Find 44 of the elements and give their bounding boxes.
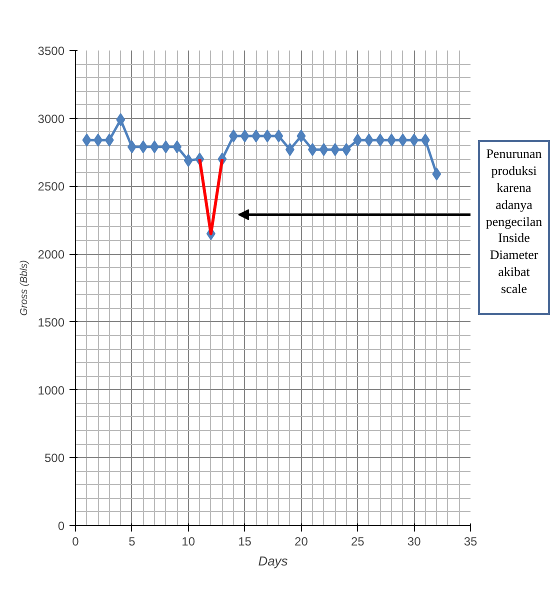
y-tick-label: 3000 [38,112,65,126]
point [138,140,148,154]
x-tick-label: 0 [72,534,80,548]
point [252,130,261,142]
y-tick-label: 3500 [38,44,65,58]
point [116,113,126,126]
y-tick-label: 1500 [38,315,65,330]
point [262,130,272,142]
x-tick-label: 35 [464,534,478,548]
y-tick-label: 2500 [38,180,65,194]
y-tick-label: 2000 [38,248,65,262]
x-tick-label: 10 [182,534,196,548]
point [161,140,170,154]
point [104,134,114,147]
x-tick-label: 25 [350,534,365,548]
point [376,134,385,147]
point [319,143,328,156]
x-tick-label: 20 [294,534,308,548]
point [274,130,284,142]
point [94,134,103,147]
point [330,143,340,156]
point [240,130,250,142]
x-tick-label: 15 [238,534,252,548]
point [296,130,306,142]
point [432,168,442,180]
x-tick-label: 30 [407,534,422,548]
point [342,143,351,156]
point [285,143,294,156]
point [410,134,419,147]
y-axis-title: Gross (Bbls) [18,260,30,316]
point [364,134,374,147]
point [420,134,430,147]
point [172,140,182,154]
y-tick-label: 0 [58,519,65,533]
point [398,134,408,147]
point [353,134,362,147]
x-axis-title: Days [258,554,288,568]
y-tick-label: 500 [44,451,65,466]
x-tick-label: 5 [128,534,136,548]
point [184,154,193,167]
text: Penurunan produksi karena adanya pengecilan Inside Diameter akibat scale [486,146,542,296]
point [82,134,92,147]
point [127,140,136,154]
y-tick-label: 1000 [38,383,65,398]
